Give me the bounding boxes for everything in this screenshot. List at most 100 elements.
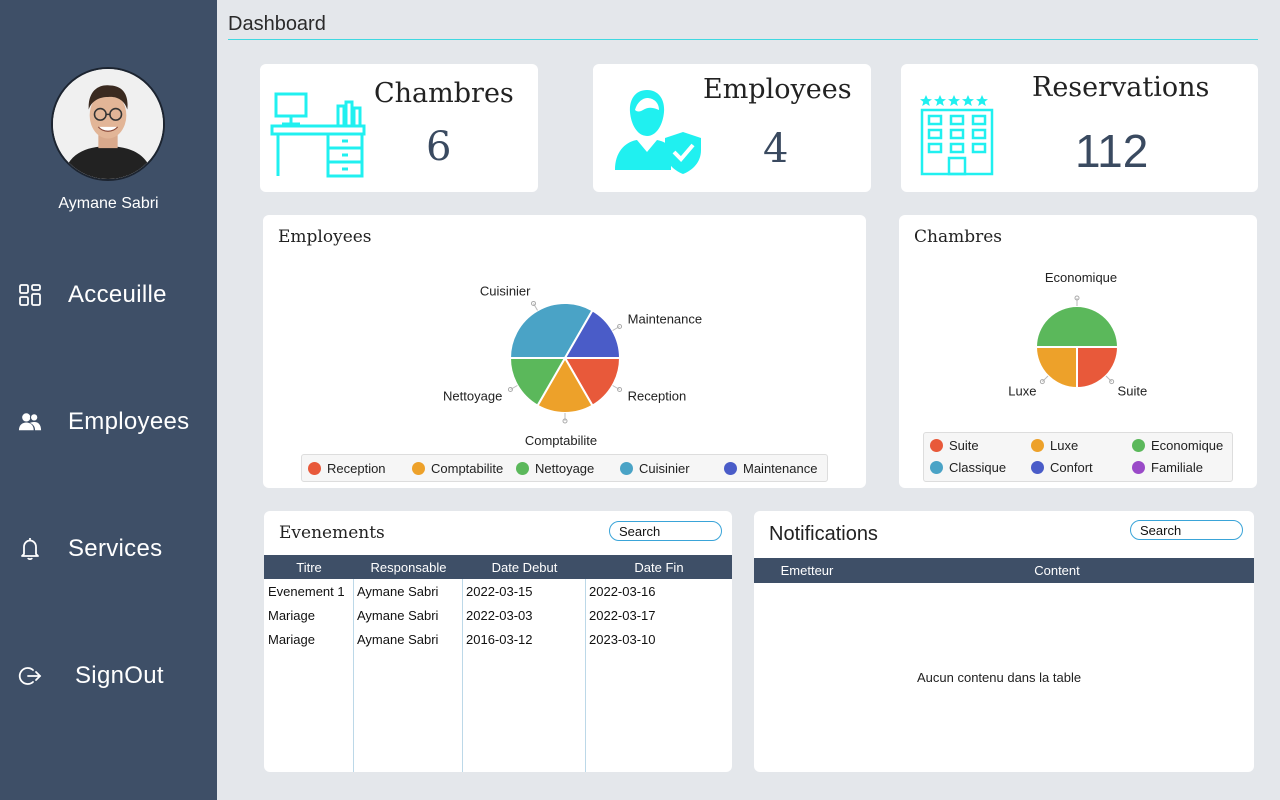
events-col-divider xyxy=(585,579,586,772)
legend-item-familiale[interactable]: Familiale xyxy=(1132,460,1203,475)
avatar-image xyxy=(53,69,163,179)
events-col-date-fin[interactable]: Date Fin xyxy=(634,559,684,575)
legend-label-confort: Confort xyxy=(1050,460,1093,475)
legend-dot-classique xyxy=(930,461,943,474)
pie-slice-nettoyage[interactable] xyxy=(508,357,567,407)
pie-label-comptabilite: Comptabilite xyxy=(525,433,597,448)
nav-signout[interactable]: SignOut xyxy=(0,651,217,701)
pie-slice-comptabilite[interactable] xyxy=(536,356,594,414)
chambres-chart-title: Chambres xyxy=(914,227,1003,247)
legend-item-confort[interactable]: Confort xyxy=(1031,460,1093,475)
legend-item-suite[interactable]: Suite xyxy=(930,438,979,453)
legend-item-comptabilite[interactable]: Comptabilite xyxy=(412,461,503,476)
desk-icon xyxy=(270,92,366,183)
legend-label-luxe: Luxe xyxy=(1050,438,1079,453)
employees-chart-legend: Reception Comptabilite Nettoyage Cuisini… xyxy=(301,454,828,482)
stat-card-employees[interactable]: Employees 4 xyxy=(593,64,871,192)
pie-slice-suite[interactable] xyxy=(1076,346,1120,390)
chambres-chart-legend: Suite Luxe Economique Classique Confort … xyxy=(923,432,1233,482)
pie-slice-reception[interactable] xyxy=(563,357,622,407)
legend-dot-economique xyxy=(1132,439,1145,452)
notifications-col-emetteur[interactable]: Emetteur xyxy=(780,563,834,578)
pie-label-dot xyxy=(1109,379,1115,385)
legend-dot-reception xyxy=(308,462,321,475)
events-cell: Mariage xyxy=(268,632,315,647)
logout-icon xyxy=(18,664,42,688)
legend-item-maintenance[interactable]: Maintenance xyxy=(724,461,817,476)
events-col-date-debut[interactable]: Date Debut xyxy=(491,559,558,575)
legend-item-classique[interactable]: Classique xyxy=(930,460,1006,475)
stat-chambres-value: 6 xyxy=(426,124,452,170)
events-cell: 2022-03-17 xyxy=(589,608,656,623)
pie-label-suite: Suite xyxy=(1118,384,1148,399)
avatar[interactable] xyxy=(51,67,165,181)
stat-employees-value: 4 xyxy=(763,126,789,172)
bell-icon xyxy=(18,537,42,561)
hotel-icon xyxy=(919,94,995,181)
events-panel: Evenements Titre Responsable Date Debut … xyxy=(264,511,732,772)
legend-item-economique[interactable]: Economique xyxy=(1132,438,1223,453)
nav-employees[interactable]: Employees xyxy=(0,397,217,447)
grid-icon xyxy=(18,283,42,307)
legend-dot-suite xyxy=(930,439,943,452)
notifications-search-input[interactable] xyxy=(1130,520,1243,540)
pie-slice-luxe[interactable] xyxy=(1034,346,1078,390)
events-cell: 2016-03-12 xyxy=(466,632,533,647)
pie-label-maintenance: Maintenance xyxy=(628,312,702,327)
pie-slice-economique[interactable] xyxy=(1034,305,1120,348)
legend-dot-nettoyage xyxy=(516,462,529,475)
legend-label-nettoyage: Nettoyage xyxy=(535,461,595,476)
sidebar: Aymane Sabri Acceuille Employees xyxy=(0,0,217,800)
page-title: Dashboard xyxy=(228,13,326,35)
legend-item-reception[interactable]: Reception xyxy=(308,461,386,476)
chambres-chart-panel: Chambres Suite Luxe Economique Suite Luxe … xyxy=(899,215,1257,488)
title-divider xyxy=(228,39,1258,40)
pie-label-luxe: Luxe xyxy=(1008,384,1036,399)
events-col-responsable[interactable]: Responsable xyxy=(370,559,447,575)
legend-item-luxe[interactable]: Luxe xyxy=(1031,438,1078,453)
legend-item-cuisinier[interactable]: Cuisinier xyxy=(620,461,690,476)
pie-label-reception: Reception xyxy=(628,389,687,404)
legend-dot-confort xyxy=(1031,461,1044,474)
stat-reservations-title: Reservations xyxy=(1032,72,1210,103)
events-cell: Aymane Sabri xyxy=(357,608,439,623)
legend-label-cuisinier: Cuisinier xyxy=(639,461,690,476)
pie-label-line xyxy=(1041,375,1049,383)
events-col-titre[interactable]: Titre xyxy=(296,559,322,575)
events-cell: Evenement 1 xyxy=(268,584,345,599)
legend-item-nettoyage[interactable]: Nettoyage xyxy=(516,461,594,476)
events-search-input[interactable] xyxy=(609,521,722,541)
pie-label-nettoyage: Nettoyage xyxy=(443,389,502,404)
legend-dot-comptabilite xyxy=(412,462,425,475)
events-cell: 2022-03-03 xyxy=(466,608,533,623)
events-cell: 2022-03-16 xyxy=(589,584,656,599)
legend-label-maintenance: Maintenance xyxy=(743,461,818,476)
pie-label-dot xyxy=(531,300,536,306)
legend-label-familiale: Familiale xyxy=(1151,460,1204,475)
stat-card-chambres[interactable]: Chambres 6 xyxy=(260,64,538,192)
legend-dot-familiale xyxy=(1132,461,1145,474)
nav-services[interactable]: Services xyxy=(0,524,217,574)
pie-label-dot xyxy=(617,324,623,329)
events-cell: Aymane Sabri xyxy=(357,584,439,599)
pie-label-line xyxy=(533,303,538,311)
legend-label-economique: Economique xyxy=(1151,438,1224,453)
stat-reservations-value: 112 xyxy=(1075,125,1149,177)
employees-chart-panel: Employees Reception Comptabilite Nettoyage… xyxy=(263,215,866,488)
nav-employees-label: Employees xyxy=(68,408,190,435)
pie-label-line xyxy=(1105,375,1113,383)
notifications-title: Notifications xyxy=(769,523,878,545)
events-cell: Aymane Sabri xyxy=(357,632,439,647)
nav-acceuille[interactable]: Acceuille xyxy=(0,270,217,320)
pie-label-dot xyxy=(562,418,568,424)
notifications-col-content[interactable]: Content xyxy=(1034,563,1080,578)
user-name: Aymane Sabri xyxy=(58,195,159,212)
legend-label-comptabilite: Comptabilite xyxy=(431,461,504,476)
notifications-empty-message: Aucun contenu dans la table xyxy=(917,670,1082,685)
stat-card-reservations[interactable]: Reservations 112 xyxy=(901,64,1258,192)
notifications-panel: Notifications Emetteur Content Aucun con… xyxy=(754,511,1254,772)
pie-label-dot xyxy=(1039,379,1045,385)
employees-chart-title: Employees xyxy=(278,227,372,247)
users-icon xyxy=(18,410,42,434)
stat-chambres-title: Chambres xyxy=(374,78,514,109)
